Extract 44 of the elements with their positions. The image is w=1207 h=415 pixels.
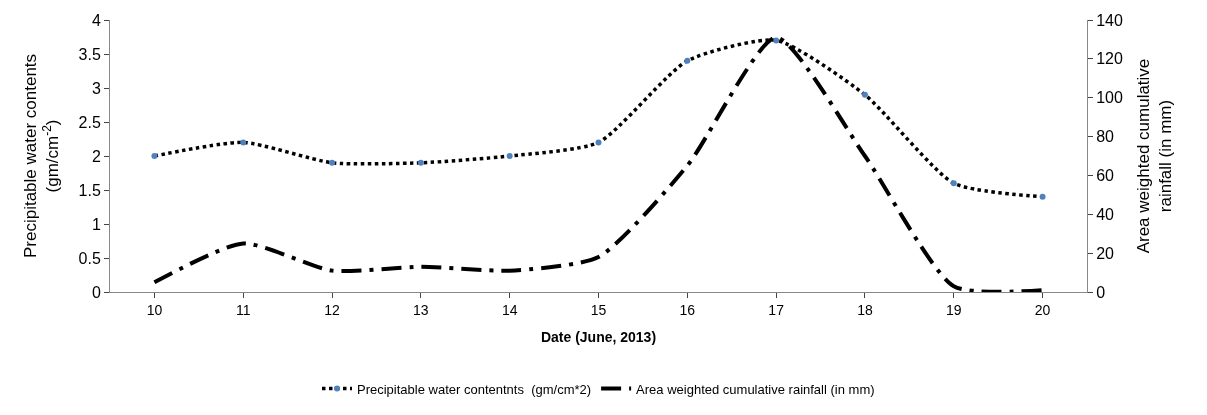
point: [595, 139, 602, 146]
y-tick-label: 4: [91, 11, 101, 29]
x-tick-label: 11: [235, 301, 251, 318]
y-tick-label: 0.5: [78, 249, 101, 267]
point: [506, 153, 513, 159]
point: [684, 57, 691, 64]
y-tick-label: 2.5: [78, 113, 101, 131]
legend-label: Precipitable water contentnts (gm/cm*2): [357, 381, 592, 397]
x-tick-label: 12: [324, 301, 341, 318]
y-tick-label: 2: [91, 147, 101, 165]
y2-tick-label: 60: [1096, 167, 1115, 185]
y-tick-label: 1: [91, 215, 101, 233]
point: [151, 153, 158, 159]
point: [417, 159, 424, 166]
x-tick-label: 10: [146, 301, 163, 318]
y2-tick-label: 140: [1096, 11, 1123, 29]
x-tick-label: 15: [590, 301, 607, 318]
point: [240, 139, 247, 146]
x-tick-label: 19: [945, 301, 962, 318]
y-tick-label: 1.5: [78, 181, 101, 199]
x-axis-title: Date (June, 2013): [540, 329, 657, 346]
line-series: [152, 35, 1045, 292]
y2-tick-label: 80: [1096, 128, 1115, 146]
x-tick-label: 20: [1034, 301, 1051, 318]
x-tick-label: 16: [679, 301, 696, 318]
y2-axis-title: Area weighted cumulative rainfall (in mm): [1134, 58, 1176, 254]
y-tick-label: 3.5: [78, 45, 101, 63]
legend-label: Area weighted cumulative rainfall (in mm): [636, 381, 875, 397]
y-tick-label: 0: [91, 283, 101, 301]
y2-tick-label: 20: [1096, 244, 1115, 262]
point: [329, 159, 336, 166]
x-tick-label: 18: [857, 301, 873, 318]
y2-tick-label: 40: [1096, 205, 1115, 223]
y2-tick-label: 100: [1096, 89, 1123, 107]
point: [773, 37, 780, 44]
point: [1039, 193, 1046, 200]
point: [861, 91, 868, 98]
point: [950, 180, 957, 187]
y2-tick-label: 0: [1096, 283, 1106, 301]
y2-tick-label: 120: [1096, 50, 1123, 68]
x-tick-label: 13: [413, 301, 429, 318]
x-tick-label: 17: [768, 301, 785, 318]
x-tick-label: 14: [501, 301, 518, 318]
y-tick-label: 3: [91, 79, 101, 97]
